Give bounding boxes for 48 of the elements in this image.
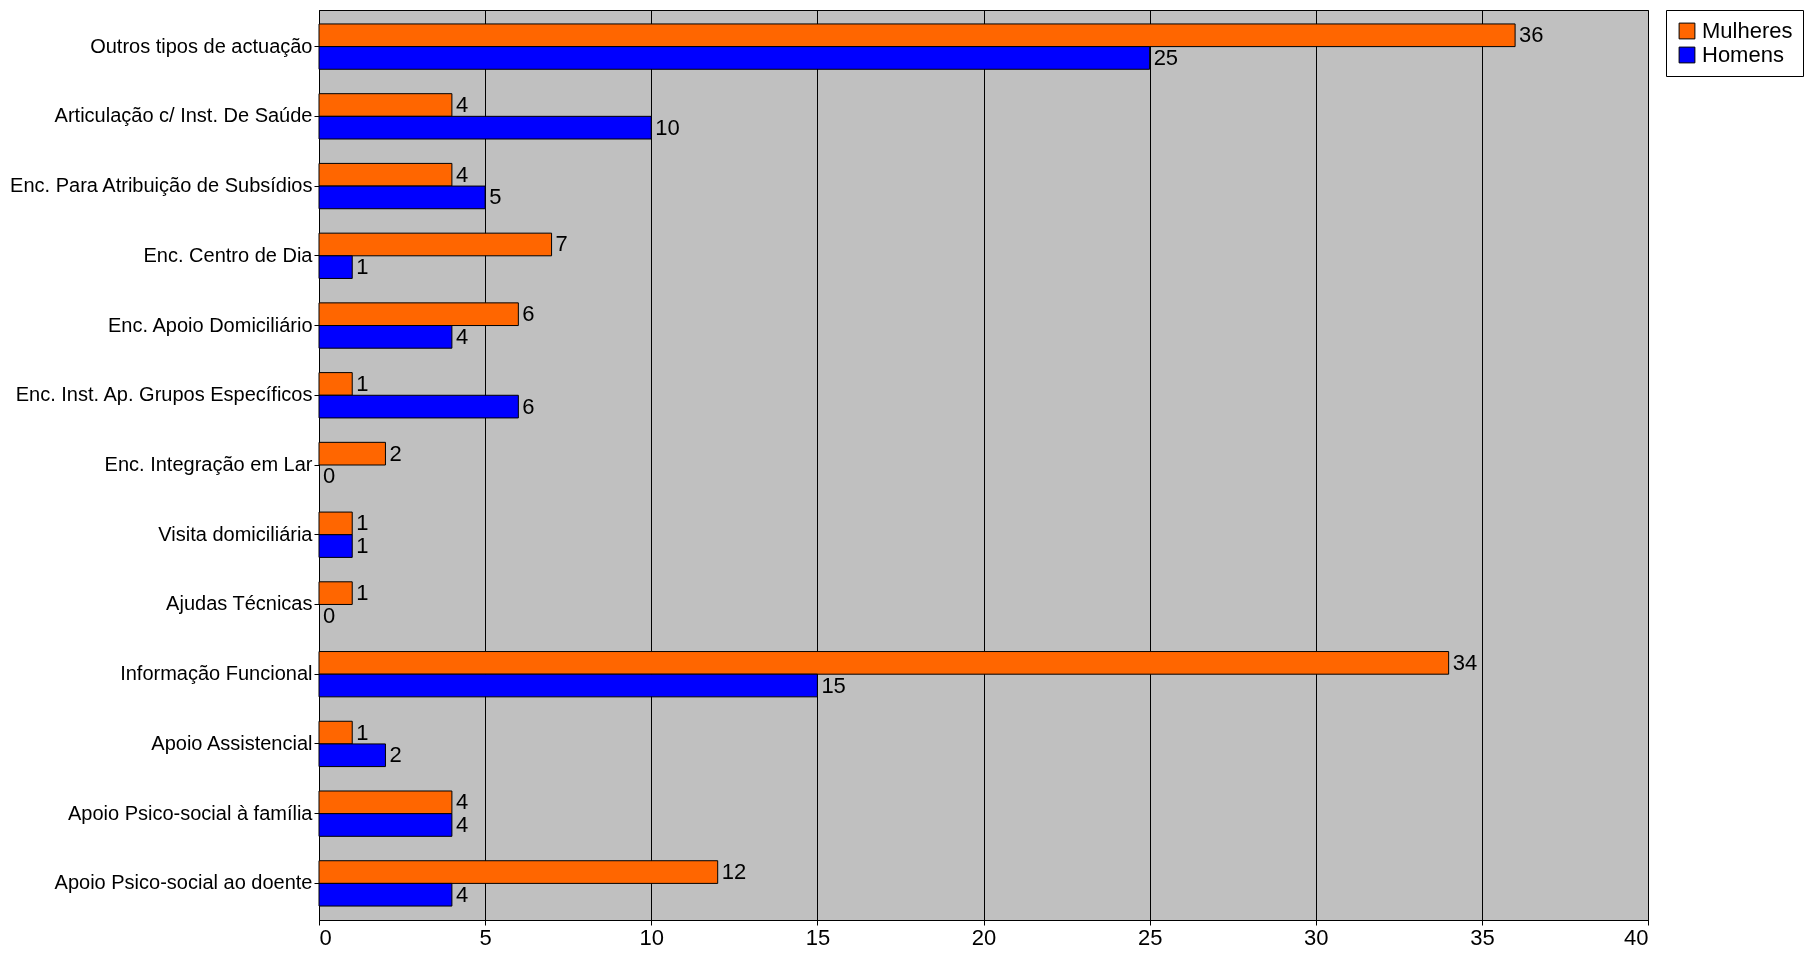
- data-label: 2: [389, 742, 402, 768]
- y-tick-label: Articulação c/ Inst. De Saúde: [54, 104, 313, 127]
- data-label: 4: [455, 161, 469, 187]
- x-tick-label: 40: [1624, 924, 1649, 950]
- data-label: 1: [356, 254, 369, 280]
- data-label: 1: [356, 370, 369, 396]
- x-tick-label: 10: [639, 924, 664, 950]
- data-label: 6: [522, 393, 535, 419]
- x-tick-label: 20: [971, 924, 997, 950]
- y-tick-label: Apoio Assistencial: [151, 731, 313, 754]
- x-tick-label: 0: [319, 924, 332, 950]
- data-label: 15: [821, 672, 846, 698]
- x-tick-label: 25: [1137, 924, 1163, 950]
- data-label: 25: [1153, 44, 1179, 70]
- data-label: 0: [323, 463, 336, 489]
- data-label: 4: [455, 881, 469, 907]
- x-tick-label: 5: [479, 924, 492, 950]
- data-label: 1: [356, 510, 369, 536]
- y-tick-label: Visita domiciliária: [158, 522, 314, 545]
- x-tick-label: 30: [1304, 924, 1329, 950]
- y-tick-label: Informação Funcional: [120, 662, 313, 685]
- y-tick-label: Outros tipos de actuação: [90, 34, 313, 57]
- y-tick-label: Enc. Centro de Dia: [143, 243, 314, 266]
- data-label: 0: [323, 602, 336, 628]
- x-tick-label: 15: [805, 924, 831, 950]
- legend-label: Homens: [1702, 42, 1784, 67]
- data-label: 4: [455, 92, 469, 118]
- y-tick-label: Apoio Psico-social à família: [67, 801, 314, 824]
- data-label: 1: [356, 580, 369, 606]
- legend-label: Mulheres: [1702, 18, 1793, 43]
- data-label: 1: [356, 719, 369, 745]
- y-tick-label: Enc. Integração em Lar: [104, 453, 313, 475]
- y-tick-label: Ajudas Técnicas: [166, 592, 313, 615]
- data-label: 2: [389, 440, 402, 466]
- y-tick-label: Enc. Para Atribuição de Subsídios: [10, 174, 313, 197]
- data-label: 5: [489, 184, 502, 210]
- data-label: 1: [356, 533, 369, 559]
- data-label: 7: [555, 231, 568, 257]
- data-label: 6: [522, 301, 535, 327]
- x-tick-label: 35: [1470, 924, 1495, 950]
- data-label: 10: [655, 114, 680, 140]
- y-tick-label: Apoio Psico-social ao doente: [54, 871, 313, 894]
- data-label: 36: [1519, 22, 1544, 48]
- data-label: 12: [721, 859, 747, 885]
- data-label: 4: [455, 323, 469, 349]
- y-tick-label: Enc. Inst. Ap. Grupos Específicos: [15, 383, 313, 406]
- y-tick-label: Enc. Apoio Domiciliário: [107, 313, 313, 336]
- data-label: 34: [1452, 649, 1478, 675]
